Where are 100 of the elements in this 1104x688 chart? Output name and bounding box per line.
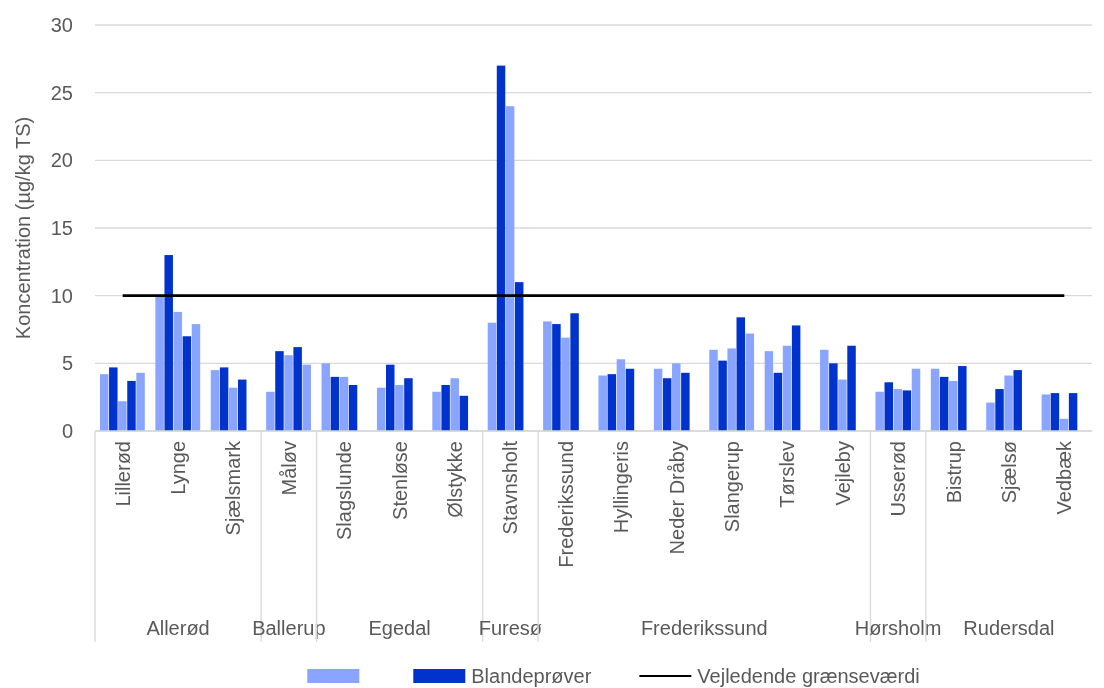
bar [773,372,783,431]
x-tick-label: Ølstykke [444,441,467,518]
x-tick-label: Vedbæk [1053,440,1076,515]
bar [570,313,579,431]
bar [459,395,469,431]
y-tick-label: 5 [61,352,73,375]
bar [598,375,607,431]
bar [911,368,921,431]
y-axis-title: Koncentration (µg/kg TS) [12,116,34,340]
bar [386,364,395,431]
bar [995,389,1004,431]
legend-label: Vejledende grænseværdi [697,665,920,687]
y-tick-label: 25 [50,81,73,104]
x-tick-label: Stavnsholt [499,440,522,535]
x-tick-label: Stenløse [388,441,411,520]
bar [339,376,349,431]
bar [127,380,136,431]
bar [1004,375,1013,431]
x-tick-label: Usserød [887,441,910,517]
bar [210,370,220,431]
bar [939,376,949,431]
x-tick-label: Lillerød [111,441,134,507]
x-tick-label: Måløv [277,441,300,496]
bar [875,391,884,431]
y-tick-label: 30 [50,13,73,36]
x-tick-label: Lynge [167,441,190,495]
bar [514,282,524,431]
bar [228,387,238,431]
x-tick-label: Frederikssund [554,441,577,568]
bar [293,347,302,431]
bar [348,384,358,431]
bar [958,366,967,431]
bar [893,389,903,431]
bar [284,355,293,431]
bar [791,325,801,431]
bar [662,378,672,431]
bar [505,106,515,431]
bar [681,372,690,431]
bar [182,336,192,431]
bar [838,379,847,431]
x-tick-label: Hyllingeris [610,441,633,534]
y-tick-label: 0 [61,419,73,442]
bar [736,317,745,431]
bar [902,390,912,431]
bar [155,295,164,431]
bar [441,384,450,431]
bar [616,359,626,431]
text: Allerød [146,617,210,639]
bar [709,349,718,431]
bar [847,345,856,431]
x-tick-label: Sjælsmark [222,440,245,536]
bar [561,337,570,431]
bar [782,345,792,431]
text: Rudersdal [963,617,1055,639]
text: Furesø [478,617,543,639]
bar [1050,393,1060,431]
x-tick-label: Neder Dråby [665,441,688,555]
bar [745,333,755,431]
x-tick-label: Sjælsø [997,441,1020,504]
bar [266,391,275,431]
bar [930,368,940,431]
bar [450,378,459,431]
y-tick-label: 15 [50,216,73,239]
bar [275,351,284,431]
bar [99,374,109,431]
bar [173,311,183,431]
bar [191,324,201,431]
bar [330,376,340,431]
x-tick-label: Vejleby [831,441,854,506]
bar [136,372,145,431]
bar [552,324,561,431]
bar [395,384,404,431]
bar [820,349,829,431]
bar [625,368,635,431]
bar [376,387,386,431]
text: Egedal [368,617,431,639]
x-tick-label: Slagslunde [333,441,356,540]
text: Ballerup [252,617,326,639]
bar [829,363,838,431]
bar [1041,394,1051,431]
y-tick-label: 20 [50,149,73,172]
bar [219,367,229,431]
bar [1013,370,1022,431]
y-tick-label: 10 [50,284,73,307]
text: Hørsholm [854,617,942,639]
text: Frederikssund [640,617,768,639]
bar [487,322,497,431]
bar [607,374,617,431]
bar [653,368,663,431]
bar [764,351,774,431]
bar [986,402,995,431]
bar [109,367,118,431]
bar [948,380,958,431]
bar [672,363,681,431]
bar [321,363,331,431]
x-tick-label: Tørslev [776,441,799,508]
bar [884,382,893,431]
x-tick-label: Slangerup [720,441,743,533]
bar [164,255,173,431]
bar [118,401,127,431]
